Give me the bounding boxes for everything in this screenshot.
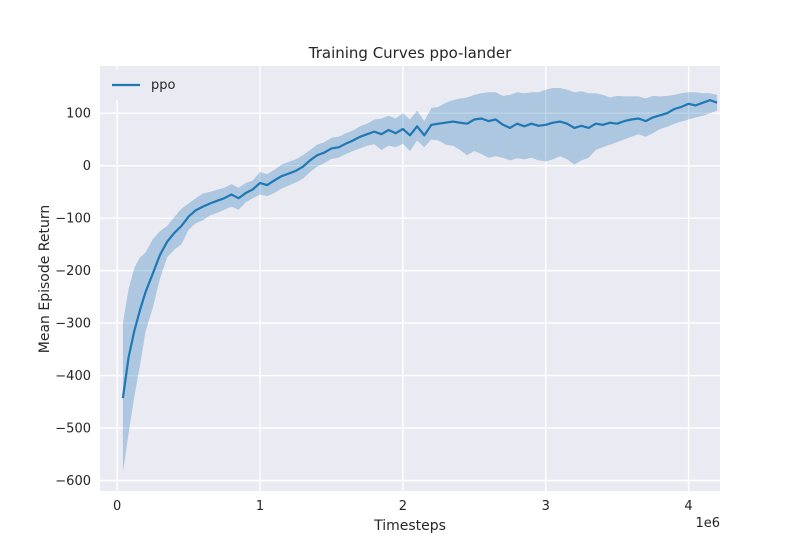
y-axis-label: Mean Episode Return (37, 205, 53, 353)
x-axis-offset-label: 1e6 (695, 516, 720, 531)
y-tick-label: −500 (55, 422, 91, 437)
y-tick-label: 100 (66, 107, 91, 122)
chart-title: Training Curves ppo-lander (308, 44, 512, 62)
y-tick-label: 0 (83, 159, 91, 174)
x-tick-label: 0 (113, 499, 121, 514)
x-tick-label: 1 (256, 499, 264, 514)
y-tick-labels: −600 −500 −400 −300 −200 −100 0 100 (55, 107, 91, 489)
y-tick-label: −400 (55, 369, 91, 384)
x-tick-label: 4 (684, 499, 692, 514)
x-tick-labels: 0 1 2 3 4 (113, 499, 693, 514)
y-tick-label: −100 (55, 212, 91, 227)
series-line-ppo (121, 98, 718, 399)
y-tick-label: −300 (55, 317, 91, 332)
grid-lines (100, 66, 720, 491)
y-tick-label: −200 (55, 264, 91, 279)
plot-area-background (100, 66, 720, 491)
legend: ppo (104, 70, 184, 100)
x-axis-label: Timesteps (373, 518, 446, 534)
legend-label-ppo: ppo (151, 78, 176, 93)
confidence-band-ppo (122, 88, 718, 473)
x-tick-label: 2 (399, 499, 407, 514)
x-tick-label: 3 (542, 499, 550, 514)
y-tick-label: −600 (55, 474, 91, 489)
